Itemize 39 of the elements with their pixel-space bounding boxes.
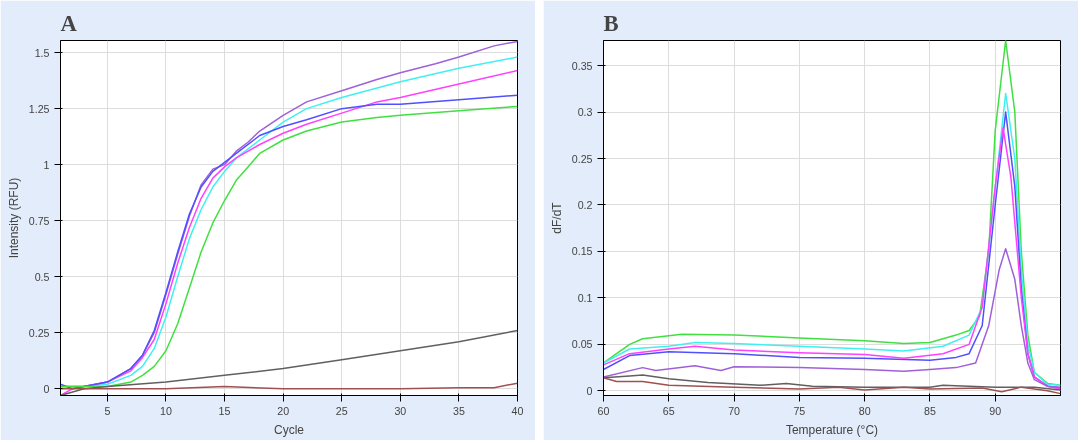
x-tick-label: 40: [511, 404, 524, 417]
line-series: [603, 377, 1061, 395]
y-tick-label: 0.35: [571, 59, 593, 72]
y-tick-label: 1.25: [28, 102, 50, 115]
chart-title: A: [60, 10, 78, 36]
x-tick-label: 20: [277, 404, 290, 417]
y-axis-title: Intensity (RFU): [6, 177, 21, 259]
x-axis-title: Temperature (°C): [785, 422, 879, 437]
y-tick-label: 0.15: [571, 245, 593, 258]
y-tick-label: 0: [43, 382, 50, 395]
x-tick-label: 5: [104, 404, 111, 417]
x-tick-label: 15: [218, 404, 231, 417]
x-tick-label: 35: [452, 404, 465, 417]
y-tick-label: 0.75: [28, 214, 50, 227]
x-tick-label: 65: [662, 404, 675, 417]
y-tick-label: 0.1: [577, 291, 593, 304]
line-series: [603, 247, 1061, 388]
y-tick-label: 0.25: [571, 152, 593, 165]
y-tick-label: 0.05: [571, 338, 593, 351]
x-tick-label: 85: [924, 404, 936, 417]
x-tick-label: 30: [394, 404, 407, 417]
y-tick-label: 0.5: [34, 270, 50, 283]
y-tick-label: 0: [586, 384, 593, 397]
y-axis-title: dF/dT: [549, 201, 564, 234]
y-tick-label: 0.25: [28, 326, 50, 339]
x-tick-label: 75: [793, 404, 806, 417]
y-tick-label: 1: [43, 158, 50, 171]
y-tick-label: 0.3: [577, 106, 593, 119]
x-tick-label: 25: [335, 404, 348, 417]
x-axis-title: Cycle: [274, 422, 305, 437]
x-tick-label: 10: [160, 404, 172, 417]
x-tick-label: 60: [597, 404, 610, 417]
y-tick-label: 0.2: [577, 198, 593, 211]
x-tick-label: 70: [728, 404, 741, 417]
line-series: [603, 374, 1061, 391]
y-tick-label: 1.5: [34, 46, 50, 59]
x-tick-label: 90: [989, 404, 1002, 417]
x-tick-label: 80: [858, 404, 871, 417]
chart-title: B: [603, 10, 619, 36]
